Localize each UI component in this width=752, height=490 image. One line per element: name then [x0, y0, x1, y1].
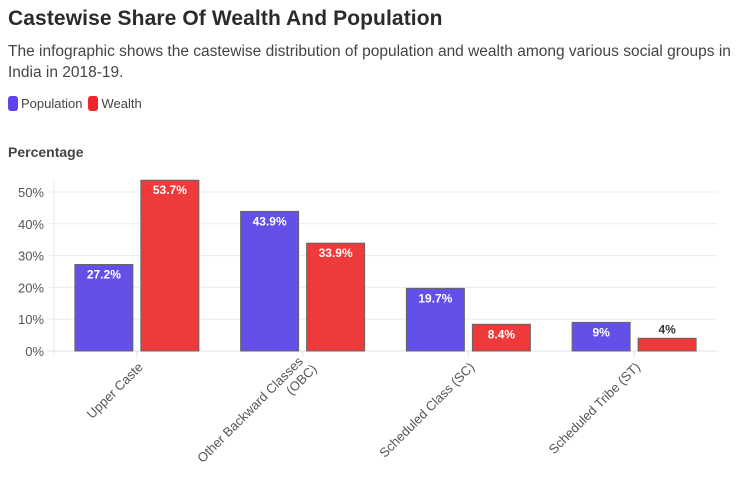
bars: [74, 179, 697, 352]
bar-population-0[interactable]: [74, 264, 134, 352]
x-tick-label: Scheduled Class (SC): [376, 359, 477, 460]
legend-swatch-wealth: [88, 96, 99, 111]
data-label: 27.2%: [87, 268, 121, 282]
legend-label-population: Population: [21, 96, 83, 111]
data-label: 53.7%: [153, 183, 187, 197]
legend: Population Wealth: [8, 96, 148, 111]
bar-wealth-1[interactable]: [306, 242, 366, 352]
data-label: 33.9%: [319, 246, 353, 260]
x-tick-label: Other Backward Classes(OBC): [194, 353, 320, 465]
x-tick-label: Scheduled Tribe (ST): [546, 359, 643, 456]
x-axis-labels: Upper Caste Other Backward Classes(OBC) Sc…: [84, 353, 643, 465]
chart-subtitle: The infographic shows the castewise dist…: [8, 43, 731, 81]
x-tick-label: Upper Caste: [84, 359, 146, 421]
data-label: 19.7%: [418, 291, 452, 305]
data-label: 8.4%: [488, 327, 516, 341]
y-tick-label: 30%: [18, 249, 44, 264]
data-label: 43.9%: [253, 214, 287, 228]
y-axis-ticks: 0% 10% 20% 30% 40% 50%: [18, 185, 44, 359]
legend-label-wealth: Wealth: [101, 96, 142, 111]
legend-item-wealth[interactable]: Wealth: [88, 96, 142, 111]
x-tick-label-line: Upper Caste: [84, 359, 146, 421]
x-tick-label-line: Other Backward Classes: [194, 353, 306, 465]
x-tick-label-line: Scheduled Tribe (ST): [546, 359, 643, 456]
x-tick-label-line: Scheduled Class (SC): [376, 359, 477, 460]
bar-wealth-3[interactable]: [637, 337, 697, 352]
y-tick-label: 40%: [18, 217, 44, 232]
data-label: 4%: [658, 322, 676, 336]
y-tick-label: 50%: [18, 185, 44, 200]
bar-population-1[interactable]: [240, 210, 300, 352]
x-axis-ticks: [136, 351, 635, 357]
bar-population-2[interactable]: [405, 287, 465, 352]
legend-swatch-population: [8, 96, 18, 111]
data-labels: 27.2% 53.7% 43.9% 33.9% 19.7% 8.4% 9% 4%: [85, 182, 676, 343]
bar-wealth-2[interactable]: [471, 323, 531, 352]
y-tick-label: 0%: [25, 344, 44, 359]
legend-item-population[interactable]: Population: [8, 96, 82, 111]
chart-title: Castewise Share Of Wealth And Population: [8, 7, 443, 30]
bar-wealth-0[interactable]: [140, 179, 200, 352]
y-tick-label: 10%: [18, 312, 44, 327]
data-label: 9%: [592, 325, 610, 339]
bar-population-3[interactable]: [571, 321, 631, 352]
y-axis-title: Percentage: [8, 144, 84, 160]
y-tick-label: 20%: [18, 280, 44, 295]
